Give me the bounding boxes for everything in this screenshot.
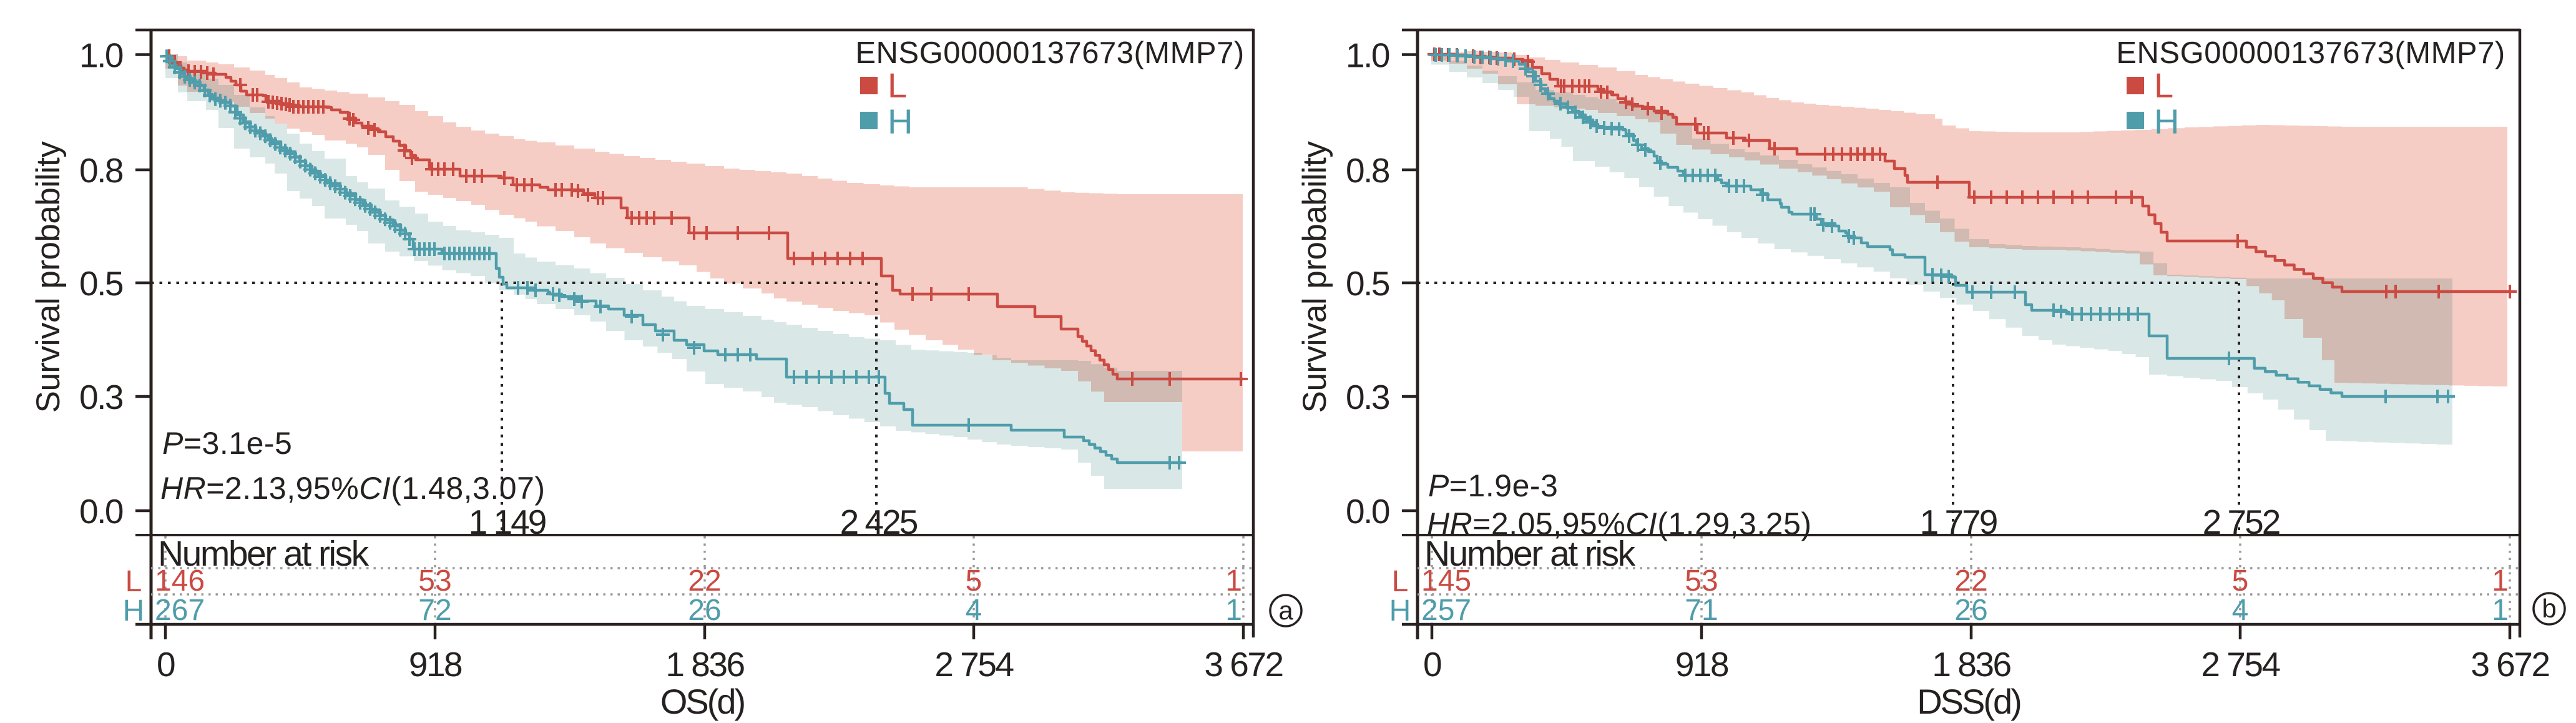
svg-text:OS(d): OS(d) (660, 682, 745, 721)
svg-text:146: 146 (155, 564, 205, 598)
svg-text:ENSG00000137673(MMP7): ENSG00000137673(MMP7) (2116, 36, 2505, 70)
svg-text:1 149: 1 149 (469, 503, 546, 541)
svg-text:26: 26 (1954, 594, 1987, 627)
svg-text:0.5: 0.5 (79, 264, 123, 303)
svg-text:4: 4 (966, 594, 982, 627)
svg-text:DSS(d): DSS(d) (1917, 682, 2020, 721)
svg-text:1: 1 (1225, 564, 1242, 598)
svg-text:ENSG00000137673(MMP7): ENSG00000137673(MMP7) (855, 36, 1244, 70)
svg-text:0.0: 0.0 (1346, 492, 1389, 531)
svg-text:P=1.9e-3: P=1.9e-3 (1428, 468, 1558, 503)
svg-text:1 779: 1 779 (1920, 503, 1997, 541)
svg-text:b: b (2542, 594, 2556, 623)
svg-text:a: a (1278, 596, 1293, 625)
svg-text:Number at risk: Number at risk (158, 534, 370, 574)
svg-text:HR=2.05,95%CI(1.29,3.25): HR=2.05,95%CI(1.29,3.25) (1427, 506, 1812, 541)
svg-text:P=3.1e-5: P=3.1e-5 (162, 426, 292, 461)
svg-text:L: L (125, 565, 142, 598)
svg-text:22: 22 (1954, 564, 1987, 598)
svg-text:5: 5 (2232, 564, 2249, 598)
svg-text:1.0: 1.0 (1346, 36, 1389, 75)
svg-text:1: 1 (2492, 594, 2509, 627)
svg-text:0.3: 0.3 (79, 378, 123, 416)
svg-text:H: H (888, 102, 913, 141)
svg-text:0.0: 0.0 (79, 492, 123, 531)
svg-text:0.8: 0.8 (1346, 151, 1389, 190)
svg-text:4: 4 (2232, 594, 2249, 627)
svg-text:2 754: 2 754 (934, 645, 1013, 684)
svg-text:53: 53 (1685, 564, 1718, 598)
svg-text:3 672: 3 672 (1204, 645, 1282, 684)
svg-text:26: 26 (688, 594, 721, 627)
svg-text:1 836: 1 836 (1932, 645, 2010, 684)
svg-text:1.0: 1.0 (79, 36, 123, 75)
svg-text:2 752: 2 752 (2203, 503, 2280, 541)
svg-text:1: 1 (2492, 564, 2509, 598)
svg-text:71: 71 (1685, 594, 1718, 627)
svg-text:918: 918 (409, 645, 462, 684)
svg-text:5: 5 (966, 564, 982, 598)
svg-text:0: 0 (157, 645, 175, 684)
svg-text:HR=2.13,95%CI(1.48,3.07): HR=2.13,95%CI(1.48,3.07) (160, 471, 546, 506)
svg-text:L: L (1392, 565, 1409, 598)
svg-text:0: 0 (1423, 645, 1441, 684)
svg-text:1 836: 1 836 (665, 645, 744, 684)
svg-text:Number at risk: Number at risk (1424, 534, 1636, 574)
svg-text:0.8: 0.8 (79, 151, 123, 190)
svg-text:Survival probability: Survival probability (30, 141, 67, 413)
svg-text:72: 72 (418, 594, 451, 627)
svg-text:3 672: 3 672 (2471, 645, 2549, 684)
svg-text:257: 257 (1421, 594, 1471, 627)
svg-text:H: H (1389, 594, 1411, 627)
svg-text:22: 22 (688, 564, 721, 598)
svg-text:2 754: 2 754 (2201, 645, 2280, 684)
svg-text:H: H (2154, 102, 2179, 141)
svg-text:53: 53 (418, 564, 451, 598)
svg-text:L: L (888, 66, 907, 105)
svg-text:267: 267 (155, 594, 205, 627)
svg-text:145: 145 (1421, 564, 1471, 598)
svg-text:Survival probability: Survival probability (1296, 141, 1333, 413)
svg-text:0.3: 0.3 (1346, 378, 1389, 416)
svg-text:2 425: 2 425 (840, 503, 918, 541)
svg-text:H: H (123, 594, 145, 627)
svg-text:L: L (2154, 66, 2173, 105)
svg-text:918: 918 (1675, 645, 1728, 684)
svg-text:1: 1 (1225, 594, 1242, 627)
svg-text:0.5: 0.5 (1346, 264, 1389, 303)
